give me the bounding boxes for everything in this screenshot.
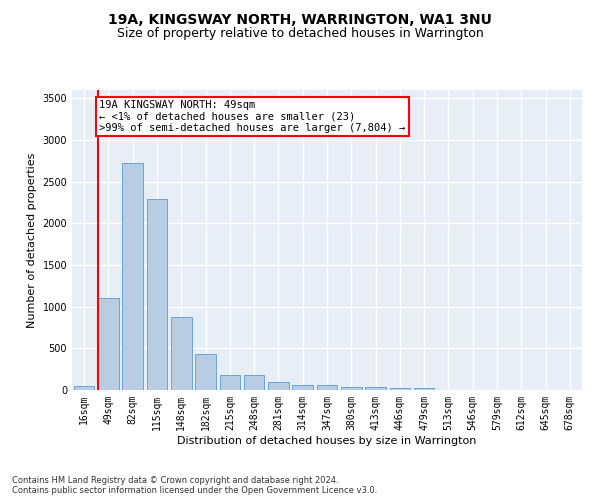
Text: Contains HM Land Registry data © Crown copyright and database right 2024.
Contai: Contains HM Land Registry data © Crown c… [12, 476, 377, 495]
Bar [292, 385, 313, 390]
Bar [122, 162, 143, 390]
Y-axis label: Number of detached properties: Number of detached properties [27, 152, 37, 328]
Bar [365, 387, 386, 390]
Bar [317, 386, 337, 390]
Bar [414, 388, 434, 390]
Bar [195, 354, 216, 390]
Bar [74, 386, 94, 390]
Bar [171, 317, 191, 390]
Text: Size of property relative to detached houses in Warrington: Size of property relative to detached ho… [116, 28, 484, 40]
Bar [268, 382, 289, 390]
Text: 19A, KINGSWAY NORTH, WARRINGTON, WA1 3NU: 19A, KINGSWAY NORTH, WARRINGTON, WA1 3NU [108, 12, 492, 26]
Text: 19A KINGSWAY NORTH: 49sqm
← <1% of detached houses are smaller (23)
>99% of semi: 19A KINGSWAY NORTH: 49sqm ← <1% of detac… [99, 100, 406, 133]
Bar [341, 386, 362, 390]
Bar [244, 376, 265, 390]
X-axis label: Distribution of detached houses by size in Warrington: Distribution of detached houses by size … [178, 436, 476, 446]
Bar [389, 388, 410, 390]
Bar [146, 199, 167, 390]
Bar [220, 376, 240, 390]
Bar [98, 298, 119, 390]
